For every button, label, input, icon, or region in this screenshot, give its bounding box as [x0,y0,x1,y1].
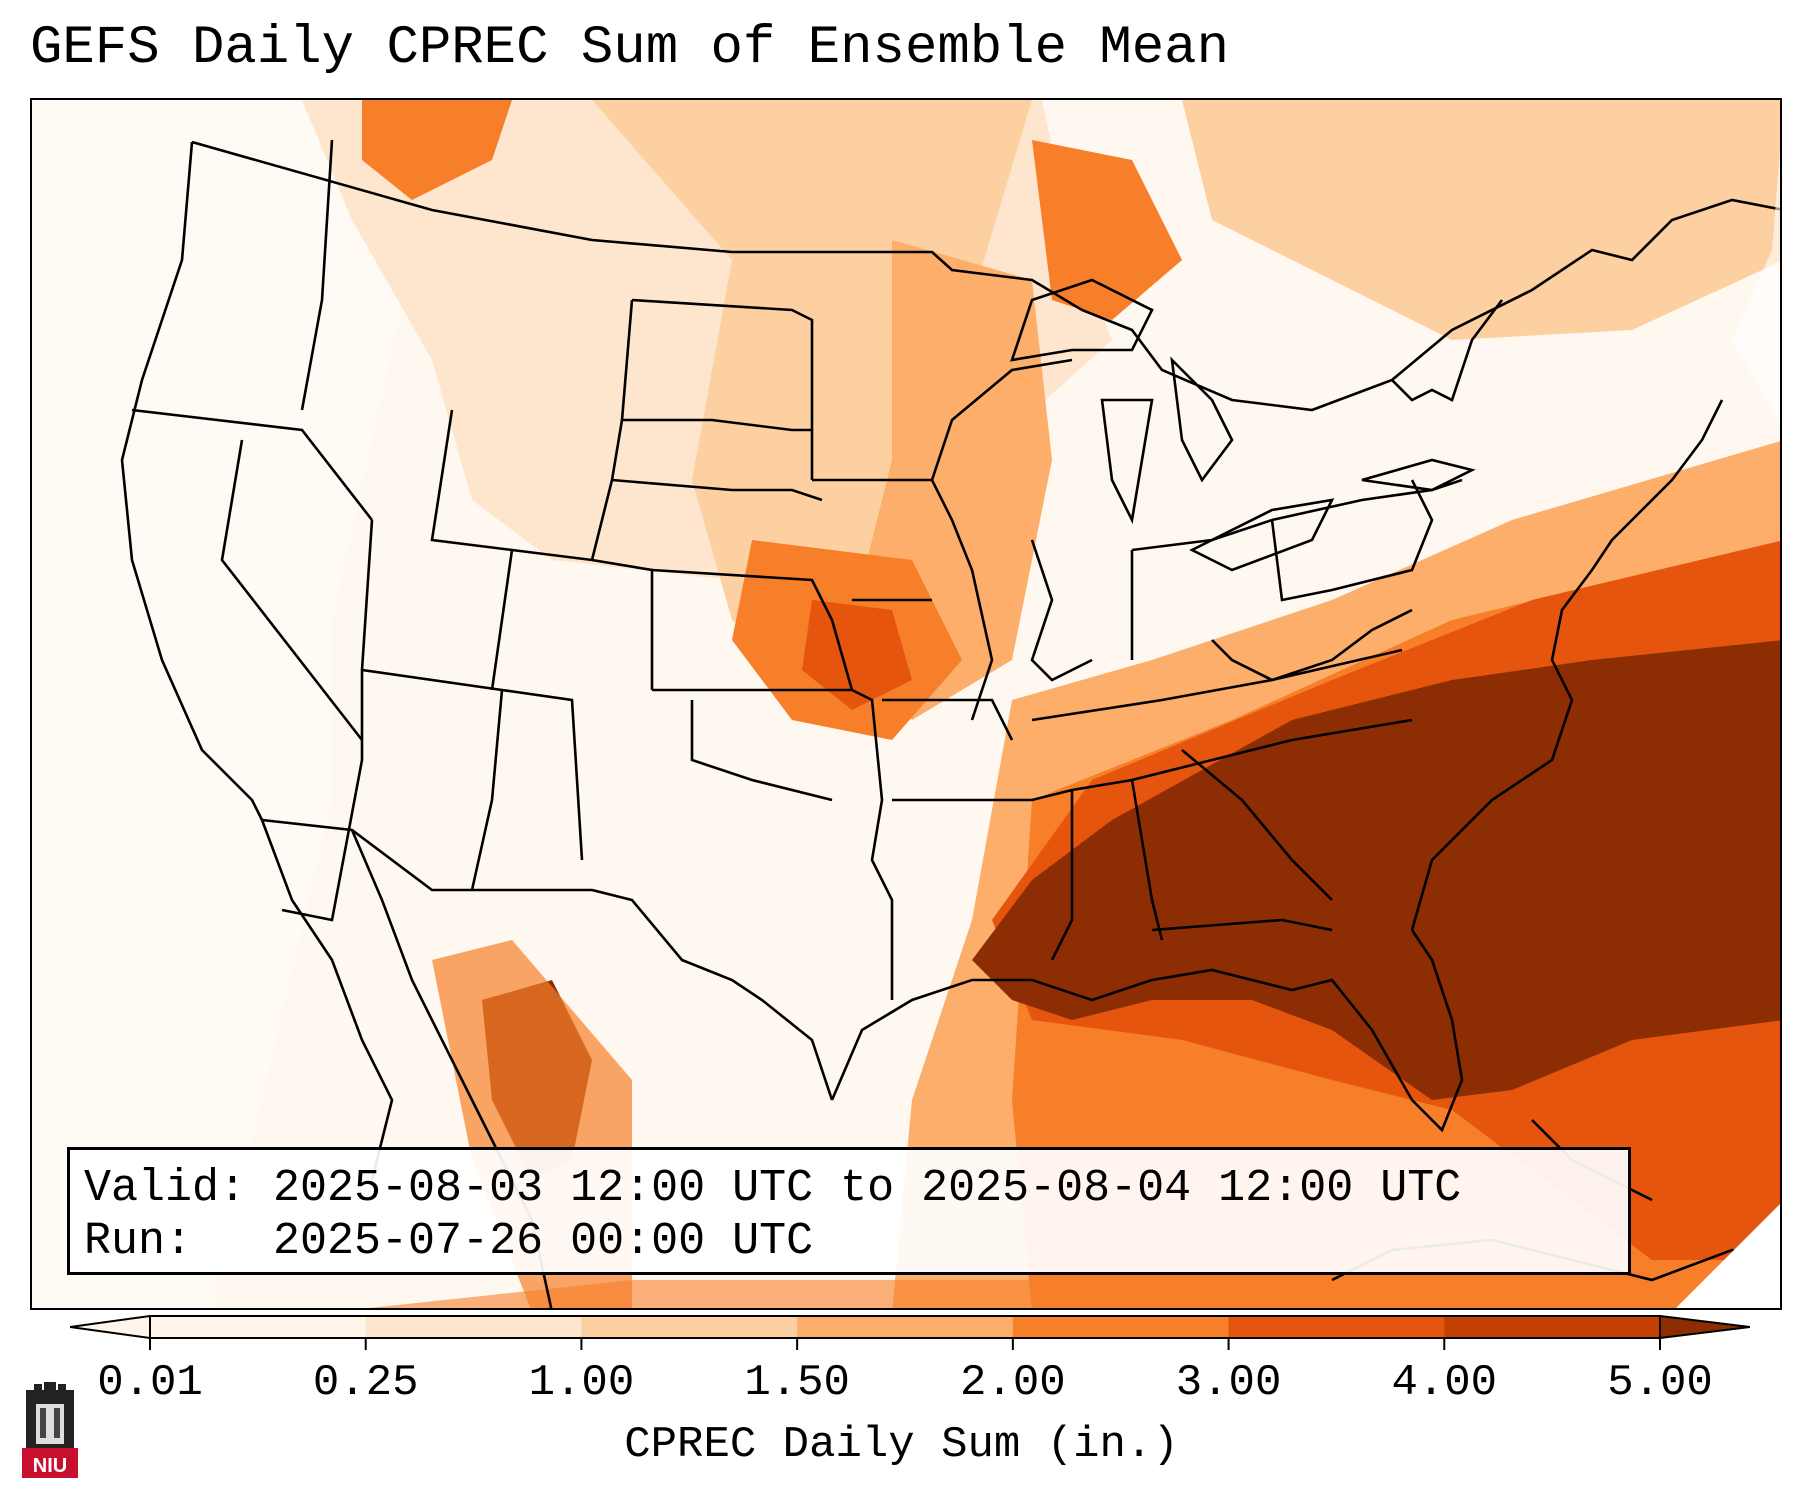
colorbar-extend-high [1659,1314,1750,1340]
colorbar [70,1314,1750,1350]
valid-run-info-box: Valid: 2025-08-03 12:00 UTC to 2025-08-0… [67,1147,1631,1275]
colorbar-tick-label: 1.50 [744,1358,850,1408]
colorbar-tick-label: 0.25 [312,1358,419,1408]
map-svg [32,100,1780,1308]
colorbar-extend-low [70,1314,151,1340]
colorbar-tick-label: 3.00 [1175,1358,1282,1408]
colorbar-tick-label: 2.00 [960,1358,1066,1408]
colorbar-label: CPREC Daily Sum (in.) [624,1420,1179,1470]
colorbar-tick-label: 0.01 [97,1358,203,1408]
chart-title: GEFS Daily CPREC Sum of Ensemble Mean [30,18,1229,79]
colorbar-tick-label: 5.00 [1607,1358,1713,1408]
colorbar-tick-label: 1.00 [528,1358,635,1408]
colorbar-segment [1228,1316,1445,1338]
montana-north-zone [362,100,512,200]
southeast-extreme-zone [972,640,1780,1100]
kansas-core-zone [802,600,912,710]
colorbar-segment [581,1316,798,1338]
south-edge-zone [369,1280,1780,1308]
northeast-edge [1732,150,1780,424]
projection-edge [1676,1204,1780,1308]
run-time-text: Run: 2025-07-26 00:00 UTC [84,1216,814,1267]
colorbar-ticks [149,1338,1661,1350]
svg-text:NIU: NIU [33,1455,67,1477]
valid-time-text: Valid: 2025-08-03 12:00 UTC to 2025-08-0… [84,1163,1462,1214]
colorbar-segment [150,1316,367,1338]
colorbar-tick-label: 4.00 [1391,1358,1498,1408]
canada-east-zone [1182,100,1780,340]
precipitation-map [30,98,1782,1310]
niu-logo-icon: NIU [20,1382,80,1487]
colorbar-segment [365,1316,582,1338]
colorbar-segment [1012,1316,1230,1338]
colorbar-segments [70,1314,1750,1340]
colorbar-segment [1444,1316,1661,1338]
ontario-zone [1032,140,1182,320]
colorbar-segment [797,1316,1014,1338]
colorbar-border [149,1315,1661,1339]
